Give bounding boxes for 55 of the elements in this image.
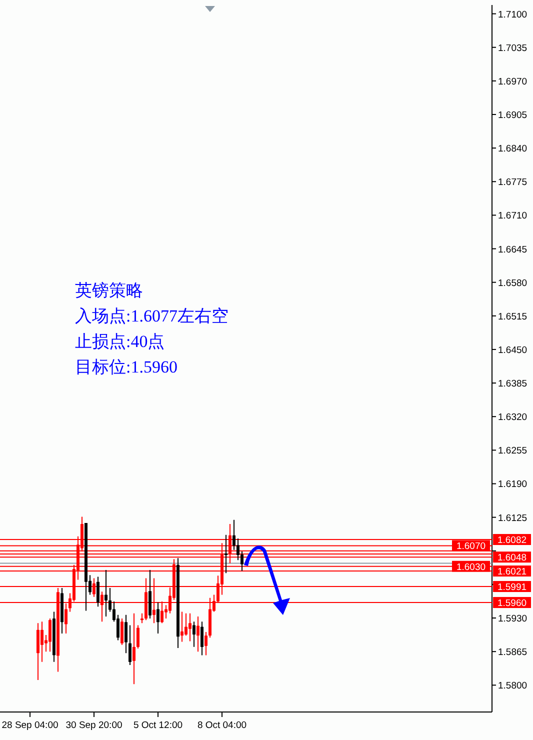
ref-line-label: 1.6070 [456, 541, 486, 552]
x-tick-label: 8 Oct 04:00 [197, 720, 247, 731]
candlestick [40, 621, 44, 662]
y-tick-label: 1.6775 [498, 177, 528, 188]
y-tick-label: 1.6970 [498, 76, 528, 88]
candlestick [96, 576, 100, 608]
candlestick [156, 602, 160, 634]
annotation: 目标位:1.5960 [75, 358, 178, 376]
y-tick-label: 1.6255 [498, 446, 528, 457]
candlestick [36, 622, 40, 680]
candlestick [132, 612, 136, 685]
candlestick [124, 614, 128, 654]
candlestick [192, 621, 196, 648]
candlestick [196, 616, 200, 652]
candlestick [140, 612, 144, 624]
y-tick-label: 1.6385 [498, 378, 528, 390]
candlestick [184, 612, 188, 636]
ref-line-label: 1.5960 [497, 598, 527, 610]
y-tick-label: 1.6320 [498, 412, 528, 424]
ref-line-label: 1.6082 [497, 535, 527, 546]
y-tick-label: 1.6450 [498, 344, 528, 356]
candlestick [224, 534, 228, 574]
candlestick [204, 631, 208, 656]
candlestick [120, 618, 124, 646]
y-tick-label: 1.6515 [498, 311, 528, 322]
candlestick [104, 569, 108, 617]
x-tick-label: 28 Sep 04:00 [2, 720, 58, 731]
candlestick [128, 624, 132, 666]
candlestick [136, 624, 140, 649]
ref-line-label: 1.6021 [497, 566, 527, 578]
ref-line-label: 1.5991 [497, 582, 527, 594]
candlestick [180, 611, 184, 642]
x-tick-label: 5 Oct 12:00 [133, 720, 183, 731]
ref-line-label: 1.6030 [456, 562, 486, 573]
y-tick-label: 1.5800 [498, 680, 528, 692]
candlestick [188, 612, 192, 642]
y-tick-label: 1.6190 [498, 479, 528, 490]
y-tick-label: 1.6840 [498, 144, 528, 155]
y-tick-label: 1.6905 [498, 110, 528, 121]
y-tick-label: 1.6710 [498, 210, 528, 222]
candlestick [200, 621, 204, 656]
y-tick-label: 1.5865 [498, 647, 528, 658]
y-tick-label: 1.7100 [498, 9, 528, 20]
ref-line-label: 1.6048 [497, 552, 527, 564]
y-tick-label: 1.5930 [498, 614, 528, 625]
candlestick [236, 538, 240, 561]
annotation: 止损点:40点 [75, 332, 165, 351]
candlestick [48, 618, 52, 652]
y-tick-label: 1.6645 [498, 244, 528, 256]
x-tick-label: 30 Sep 20:00 [66, 720, 122, 731]
y-tick-label: 1.6580 [498, 278, 528, 289]
y-tick-label: 1.7035 [498, 42, 528, 54]
annotation: 英镑策略 [75, 281, 143, 300]
y-tick-label: 1.6125 [498, 512, 528, 524]
annotation: 入场点:1.6077左右空 [75, 306, 228, 326]
